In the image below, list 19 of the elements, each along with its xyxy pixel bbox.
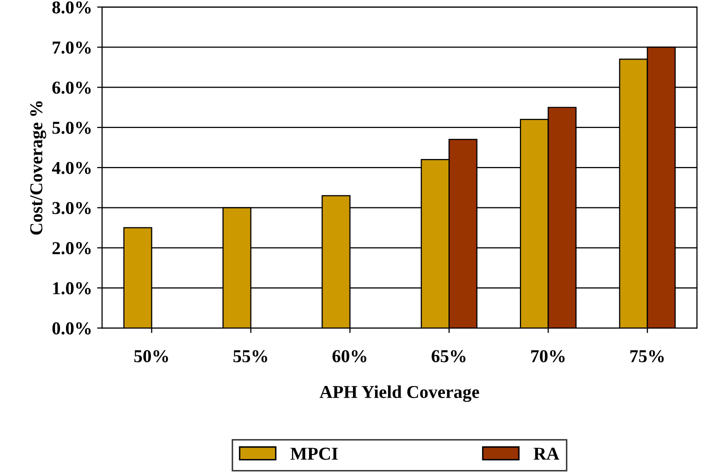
y-tick-label: 0.0% [52,322,91,335]
x-tick-label: 55% [233,350,268,362]
x-tick-label: 60% [332,350,366,362]
y-tick-label: 1.0% [53,282,91,294]
y-tick-label: 8.0% [52,1,91,14]
y-tick-label: 3.0% [52,202,91,214]
y-tick-label: 6.0% [52,82,91,94]
y-tick-label: 4.0% [52,162,91,174]
y-tick-label: 7.0% [52,41,91,54]
y-tick-label: 5.0% [52,122,91,134]
legend-label: RA [534,448,560,460]
x-tick-label: 50% [134,350,168,362]
x-tick-label: 70% [531,350,565,362]
x-tick-label: 75% [630,350,664,362]
x-tick-label: 65% [432,350,466,362]
x-axis-title: APH Yield Coverage [320,385,480,402]
legend-label: MPCI [290,448,338,460]
y-tick-label: 2.0% [52,242,91,254]
y-axis-title: Cost/Coverage % [30,101,46,235]
